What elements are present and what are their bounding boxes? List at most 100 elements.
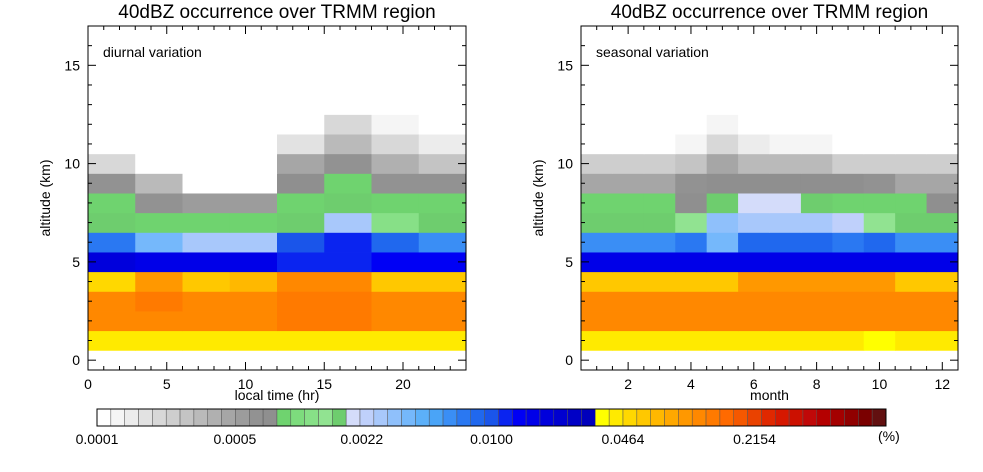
heatmap-cell — [88, 330, 136, 351]
heatmap-cell — [612, 114, 645, 135]
heatmap-cell — [706, 330, 739, 351]
heatmap-cell — [895, 291, 927, 312]
colorbar-swatch — [678, 408, 693, 427]
heatmap-cell — [926, 134, 959, 155]
colorbar-swatch — [705, 408, 721, 427]
heatmap-cell — [581, 311, 613, 332]
colorbar-swatch — [470, 408, 485, 427]
heatmap-cell — [612, 330, 645, 351]
heatmap-cell — [832, 114, 865, 135]
colorbar-swatch — [110, 408, 125, 427]
heatmap-cell — [182, 193, 231, 214]
heatmap-cell — [182, 173, 231, 194]
heatmap-cell — [418, 252, 467, 273]
heatmap-cell — [706, 193, 739, 214]
heatmap-cell — [675, 153, 708, 174]
heatmap-cell — [229, 291, 278, 312]
colorbar-swatch — [138, 408, 153, 427]
y-axis-label: altitude (km) — [37, 159, 53, 236]
colorbar-frame — [96, 408, 887, 427]
heatmap-cell — [832, 193, 865, 214]
heatmap-cell — [135, 212, 183, 233]
heatmap-cell — [863, 193, 896, 214]
heatmap-cell — [418, 212, 467, 233]
heatmap-cell — [895, 212, 927, 233]
colorbar-swatch — [622, 408, 638, 427]
heatmap-cell — [895, 271, 927, 292]
heatmap-cell — [769, 134, 802, 155]
heatmap-cell — [135, 291, 183, 312]
x-tick-label: 6 — [750, 376, 758, 392]
heatmap-cell — [277, 153, 325, 174]
heatmap-cell — [926, 173, 959, 194]
x-tick-label: 0 — [84, 376, 92, 392]
heatmap-cell — [418, 193, 467, 214]
heatmap-cell — [706, 114, 739, 135]
heatmap-cell — [229, 26, 278, 115]
heatmap-cell — [581, 212, 613, 233]
seasonal-panel: 0 5 10 15 2 4 6 8 10 12 40dBZ occurrence over TRMM… — [530, 2, 959, 403]
colorbar-swatch — [858, 408, 873, 427]
colorbar-swatch — [775, 408, 790, 427]
heatmap-cell — [706, 232, 739, 253]
colorbar-swatch — [96, 408, 112, 427]
heatmap-cell — [895, 330, 927, 351]
y-tick-label: 15 — [64, 57, 80, 73]
heatmap-cell — [135, 193, 183, 214]
heatmap-cell — [675, 252, 708, 273]
x-tick-label: 20 — [395, 376, 411, 392]
heatmap-cell — [324, 26, 372, 115]
heatmap-cell — [643, 311, 676, 332]
heatmap-cell — [277, 252, 325, 273]
heatmap-cell — [863, 114, 896, 135]
heatmap-cell — [738, 232, 770, 253]
heatmap-cell — [738, 212, 770, 233]
heatmap-cell — [863, 232, 896, 253]
heatmap-cell — [926, 193, 959, 214]
heatmap-cell — [88, 153, 136, 174]
heatmap-cell — [88, 271, 136, 292]
colorbar-swatch — [401, 408, 416, 427]
heatmap-cell — [643, 232, 676, 253]
heatmap-cell — [643, 153, 676, 174]
colorbar-swatch — [664, 408, 679, 427]
heatmap-cell — [135, 311, 183, 332]
colorbar-swatch — [581, 408, 596, 427]
colorbar-swatch — [318, 408, 333, 427]
heatmap-cell — [88, 252, 136, 273]
heatmap-cell — [277, 271, 325, 292]
heatmap-cell — [738, 173, 770, 194]
x-tick-label: 12 — [935, 376, 951, 392]
x-tick-label: 2 — [624, 376, 632, 392]
heatmap-cell — [371, 26, 420, 115]
heatmap-cell — [229, 311, 278, 332]
heatmap-cell — [581, 134, 613, 155]
heatmap-cell — [182, 26, 231, 115]
heatmap-cell — [418, 291, 467, 312]
heatmap-cell — [769, 291, 802, 312]
heatmap-cell — [371, 212, 420, 233]
heatmap-cell — [182, 153, 231, 174]
y-tick-label: 5 — [565, 254, 573, 270]
heatmap-cell — [371, 252, 420, 273]
heatmap-cell — [800, 291, 833, 312]
heatmap-cell — [581, 330, 613, 351]
heatmap-cell — [135, 252, 183, 273]
heatmap-cell — [738, 134, 770, 155]
heatmap-cell — [182, 212, 231, 233]
heatmap-cell — [863, 330, 896, 351]
colorbar-swatch — [456, 408, 471, 427]
colorbar: 0.0001 0.0005 0.0022 0.0100 0.0464 0.2154 (%) — [76, 408, 900, 447]
heatmap-cell — [832, 26, 865, 115]
colorbar-swatch — [290, 408, 305, 427]
heatmap-cell — [277, 232, 325, 253]
heatmap-cell — [863, 212, 896, 233]
colorbar-unit: (%) — [878, 428, 900, 444]
heatmap-cell — [675, 173, 708, 194]
heatmap-cell — [895, 26, 927, 115]
heatmap-cell — [371, 232, 420, 253]
heatmap-cell — [832, 311, 865, 332]
heatmap-cell — [229, 193, 278, 214]
